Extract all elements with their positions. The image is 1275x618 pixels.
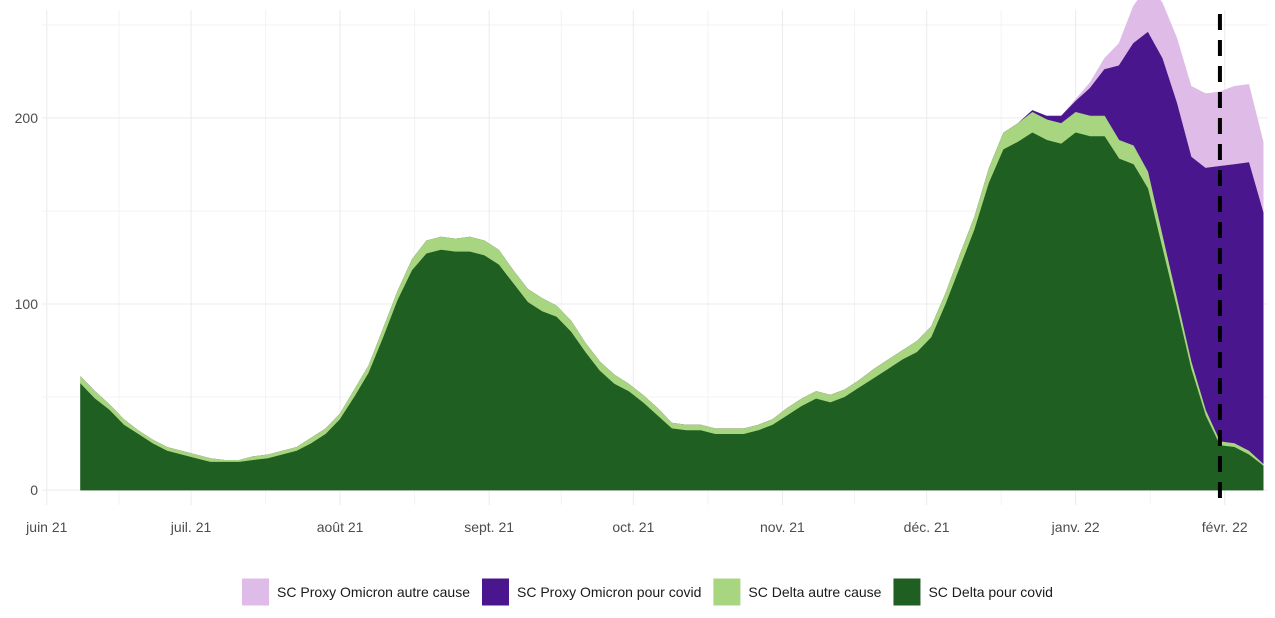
legend-swatch (713, 578, 741, 606)
x-tick-label: déc. 21 (904, 519, 950, 535)
legend: SC Proxy Omicron autre cause SC Proxy Omi… (242, 578, 1053, 606)
x-tick-label: juil. 21 (170, 519, 212, 535)
legend-swatch (242, 578, 270, 606)
x-tick-label: janv. 22 (1051, 519, 1100, 535)
y-axis-tick-labels: 0 100 200 (15, 110, 39, 498)
area-layers (80, 0, 1264, 491)
legend-swatch (481, 578, 509, 606)
y-tick-label: 200 (15, 110, 39, 126)
x-tick-label: févr. 22 (1202, 519, 1248, 535)
legend-item: SC Delta pour covid (893, 578, 1053, 606)
x-tick-label: nov. 21 (760, 519, 805, 535)
legend-label: SC Proxy Omicron autre cause (277, 584, 470, 600)
legend-label: SC Delta autre cause (748, 584, 881, 600)
y-tick-label: 100 (15, 296, 39, 312)
area-series-0 (80, 132, 1264, 491)
y-tick-label: 0 (30, 482, 38, 498)
legend-label: SC Delta pour covid (928, 584, 1053, 600)
legend-swatch (893, 578, 921, 606)
legend-item: SC Proxy Omicron autre cause (242, 578, 470, 606)
x-tick-label: sept. 21 (464, 519, 514, 535)
x-axis-tick-labels: juin 21 juil. 21 août 21 sept. 21 oct. 21 nov… (25, 519, 1248, 535)
x-tick-label: août 21 (317, 519, 364, 535)
x-tick-label: juin 21 (25, 519, 67, 535)
legend-label: SC Proxy Omicron pour covid (517, 584, 701, 600)
legend-item: SC Delta autre cause (713, 578, 882, 606)
x-tick-label: oct. 21 (612, 519, 654, 535)
legend-item: SC Proxy Omicron pour covid (481, 578, 701, 606)
